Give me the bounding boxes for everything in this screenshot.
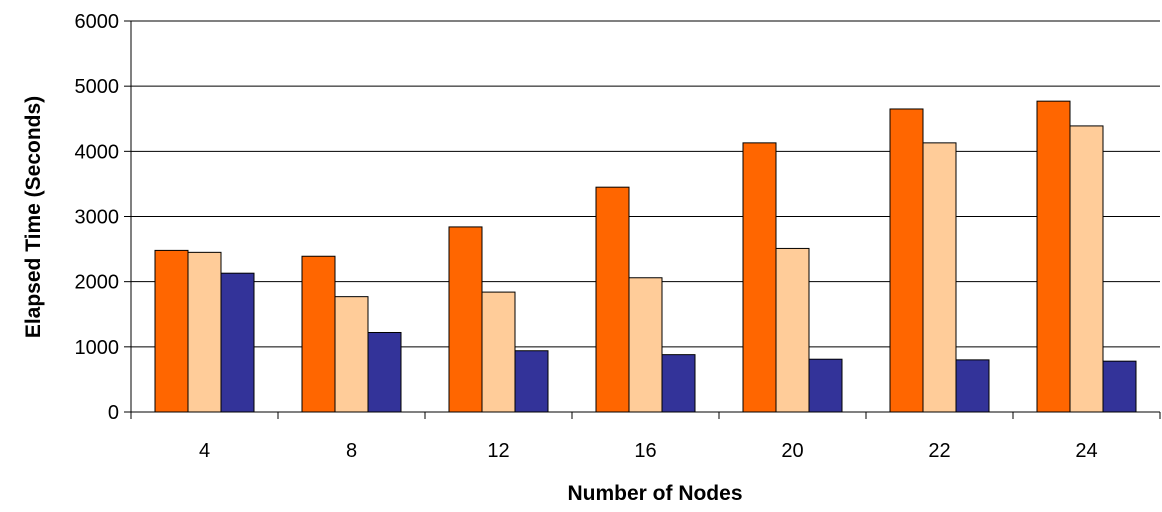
bars — [154, 100, 1137, 413]
bar — [367, 331, 402, 413]
x-tick-label: 12 — [487, 440, 509, 462]
bar — [334, 296, 369, 413]
bar — [220, 272, 255, 413]
bar — [187, 251, 222, 413]
axes — [124, 20, 1161, 419]
bar — [481, 291, 516, 413]
bar — [775, 247, 810, 413]
bar — [301, 255, 336, 413]
bar — [514, 350, 549, 413]
y-axis-title: Elapsed Time (Seconds) — [22, 96, 45, 338]
y-tick-label: 4000 — [75, 141, 120, 163]
x-tick-label: 8 — [346, 440, 357, 462]
bar — [448, 226, 483, 413]
x-tick-label: 20 — [781, 440, 803, 462]
bar — [595, 186, 630, 413]
bar — [661, 354, 696, 413]
bar — [1102, 360, 1137, 413]
y-tick-label: 0 — [108, 402, 119, 424]
y-tick-label: 6000 — [75, 11, 120, 33]
bar — [1036, 100, 1071, 413]
bar — [922, 142, 957, 413]
bar — [742, 142, 777, 413]
x-tick-label: 16 — [634, 440, 656, 462]
x-tick-label: 24 — [1075, 440, 1097, 462]
bar — [955, 359, 990, 413]
x-axis-title: Number of Nodes — [567, 482, 742, 505]
y-tick-label: 2000 — [75, 272, 120, 294]
x-tick-label: 4 — [199, 440, 210, 462]
bar — [628, 277, 663, 413]
bar — [808, 358, 843, 413]
bar — [889, 108, 924, 413]
bar — [154, 249, 189, 413]
y-tick-label: 1000 — [75, 337, 120, 359]
bar — [1069, 125, 1104, 413]
y-tick-label: 3000 — [75, 207, 120, 229]
y-tick-label: 5000 — [75, 76, 120, 98]
x-tick-label: 22 — [928, 440, 950, 462]
tick-labels: 0 1000 2000 3000 4000 5000 6000 4 8 12 16 20 22 24 — [75, 11, 1098, 462]
